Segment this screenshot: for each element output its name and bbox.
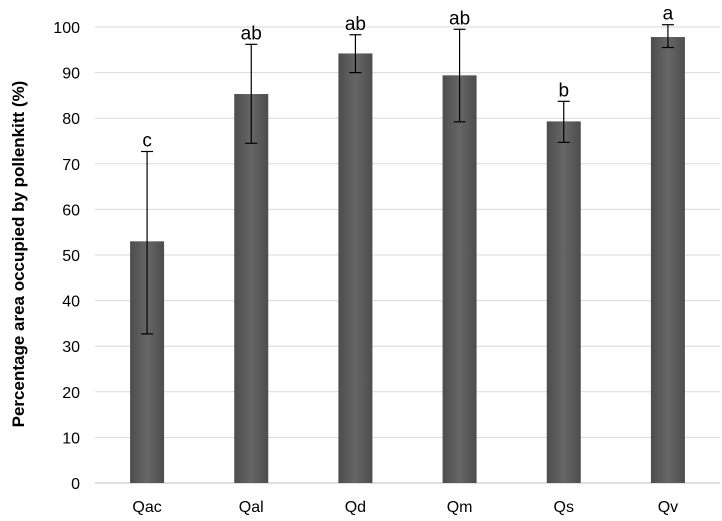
y-tick-label: 0 (71, 476, 80, 493)
error-bar-qs (557, 100, 570, 143)
error-bars (141, 24, 674, 335)
x-tick-label: Qac (132, 499, 161, 516)
bar-qd (338, 53, 373, 483)
significance-label: a (663, 4, 674, 25)
x-tick-label: Qv (658, 499, 678, 516)
x-axis-categories: Qac Qal Qd Qm Qs Qv (132, 499, 678, 516)
x-tick-label: Qm (447, 499, 473, 516)
x-tick-label: Qd (345, 499, 366, 516)
bar-qs (546, 121, 581, 483)
y-tick-label: 70 (62, 157, 80, 174)
significance-label: c (142, 130, 152, 151)
bar-qv (650, 37, 685, 483)
error-bar-qd (349, 34, 362, 74)
gridlines (95, 26, 720, 484)
error-bar-qm (453, 28, 466, 123)
y-tick-label: 40 (62, 294, 80, 311)
x-tick-label: Qal (239, 499, 264, 516)
bar-qal (234, 94, 269, 484)
y-tick-label: 20 (62, 385, 80, 402)
y-tick-label: 50 (62, 248, 80, 265)
y-tick-label: 80 (62, 111, 80, 128)
bar-qm (442, 75, 477, 483)
y-tick-label: 100 (53, 20, 80, 37)
y-axis-title: Percentage area occupied by pollenkitt (… (9, 81, 28, 428)
significance-label: ab (241, 23, 262, 44)
error-bar-qac (141, 150, 154, 335)
y-axis-ticks: 0 10 20 30 40 50 60 70 80 90 100 (53, 20, 80, 493)
significance-label: ab (449, 8, 470, 29)
y-tick-label: 90 (62, 66, 80, 83)
bars (130, 37, 685, 484)
significance-label: b (558, 80, 569, 101)
y-tick-label: 30 (62, 339, 80, 356)
significance-label: ab (345, 14, 366, 35)
error-bar-qal (245, 43, 258, 144)
significance-labels: c ab ab ab b a (142, 4, 673, 152)
y-tick-label: 10 (62, 430, 80, 447)
x-tick-label: Qs (554, 499, 574, 516)
error-bar-qv (661, 24, 674, 49)
y-tick-label: 60 (62, 202, 80, 219)
